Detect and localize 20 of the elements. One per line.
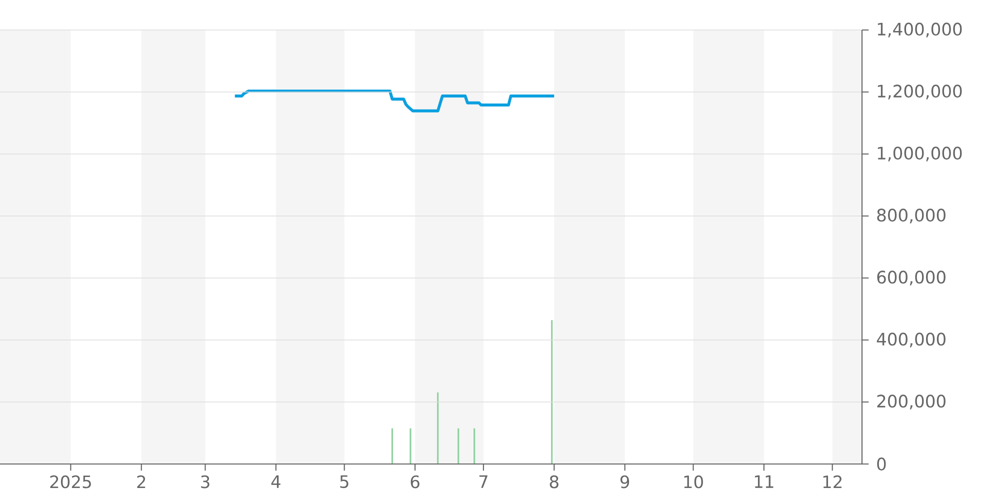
x-tick-label: 12: [823, 475, 842, 488]
y-tick-label: 200,000: [877, 394, 946, 410]
x-tick-label: 2: [137, 475, 146, 488]
y-tick-label: 1,400,000: [878, 22, 962, 38]
x-tick-label: 4: [271, 475, 280, 488]
y-tick-label: 800,000: [877, 208, 946, 224]
x-tick-label: 3: [201, 475, 210, 488]
x-tick-label: 9: [620, 475, 630, 488]
y-tick-label: 1,000,000: [878, 146, 962, 162]
y-tick-label: 600,000: [877, 270, 946, 286]
y-tick-label: 0: [877, 458, 886, 470]
x-tick-label: 5: [340, 475, 348, 488]
x-tick-label: 10: [684, 475, 703, 488]
x-tick-label: 8: [550, 475, 558, 488]
x-tick-label: 6: [410, 475, 420, 488]
x-tick-label: 7: [479, 475, 488, 488]
y-tick-label: 400,000: [876, 332, 946, 348]
x-tick-label: 11: [754, 475, 774, 488]
x-tick-label: 2025: [50, 475, 91, 488]
y-tick-label: 1,200,000: [878, 84, 962, 100]
